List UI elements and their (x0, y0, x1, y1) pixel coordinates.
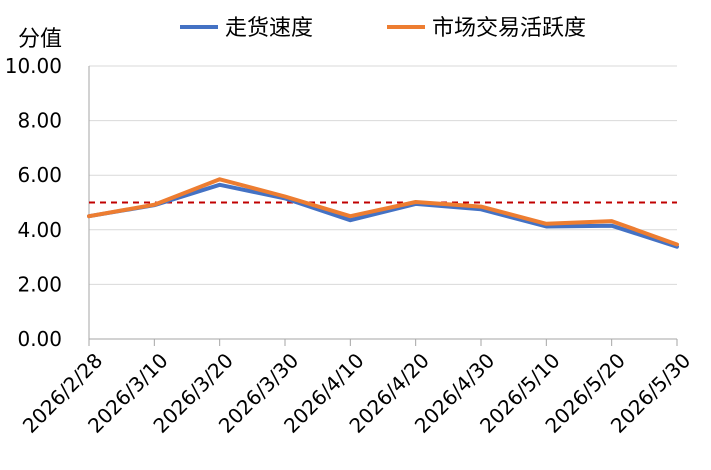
y-tick-label: 10.00 (5, 54, 62, 78)
legend-label-2: 市场交易活跃度 (432, 16, 586, 41)
y-tick-label: 6.00 (17, 163, 62, 187)
y-axis-title: 分值 (18, 27, 62, 52)
y-tick-label: 0.00 (17, 327, 62, 351)
series-layer (87, 177, 679, 249)
y-tick-label: 2.00 (17, 272, 62, 296)
legend: 走货速度 市场交易活跃度 (180, 16, 586, 41)
legend-label-1: 走货速度 (225, 16, 313, 41)
axes (88, 66, 678, 346)
tick-labels: 0.002.004.006.008.0010.00分值2026/2/282026… (5, 27, 696, 438)
y-tick-label: 4.00 (17, 218, 62, 242)
series-line-2 (87, 177, 679, 247)
series-line-1 (87, 182, 679, 249)
y-tick-label: 8.00 (17, 109, 62, 133)
gridlines (89, 65, 677, 285)
